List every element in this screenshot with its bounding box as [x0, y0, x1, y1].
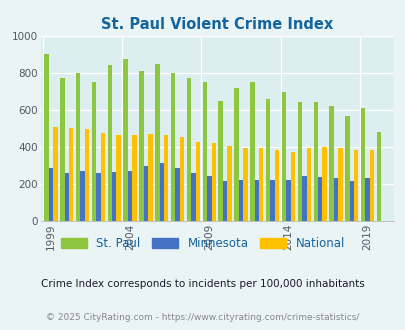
Bar — [116, 135, 121, 221]
Bar — [44, 54, 49, 221]
Bar — [202, 82, 207, 221]
Bar — [186, 78, 191, 221]
Bar — [191, 173, 195, 221]
Bar — [313, 102, 317, 221]
Bar — [139, 71, 143, 221]
Title: St. Paul Violent Crime Index: St. Paul Violent Crime Index — [101, 17, 333, 32]
Bar — [64, 173, 69, 221]
Bar — [306, 148, 310, 221]
Bar — [227, 146, 231, 221]
Bar — [328, 106, 333, 221]
Bar — [249, 82, 254, 221]
Bar — [143, 166, 148, 221]
Bar — [195, 142, 200, 221]
Bar — [274, 150, 279, 221]
Bar — [238, 180, 243, 221]
Text: Crime Index corresponds to incidents per 100,000 inhabitants: Crime Index corresponds to incidents per… — [41, 279, 364, 289]
Bar — [234, 88, 238, 221]
Bar — [290, 152, 294, 221]
Bar — [207, 176, 211, 221]
Bar — [243, 148, 247, 221]
Bar — [171, 73, 175, 221]
Bar — [53, 127, 58, 221]
Bar — [369, 150, 373, 221]
Bar — [175, 168, 179, 221]
Bar — [164, 135, 168, 221]
Bar — [80, 171, 85, 221]
Bar — [60, 78, 64, 221]
Bar — [258, 148, 263, 221]
Bar — [254, 180, 258, 221]
Bar — [100, 133, 105, 221]
Bar — [349, 182, 353, 221]
Bar — [281, 92, 286, 221]
Legend: St. Paul, Minnesota, National: St. Paul, Minnesota, National — [61, 237, 344, 250]
Bar — [128, 171, 132, 221]
Bar — [132, 135, 136, 221]
Bar — [112, 172, 116, 221]
Bar — [317, 177, 322, 221]
Bar — [179, 137, 184, 221]
Bar — [159, 163, 164, 221]
Bar — [123, 59, 128, 221]
Bar — [265, 99, 270, 221]
Bar — [76, 73, 80, 221]
Bar — [337, 148, 342, 221]
Bar — [353, 150, 358, 221]
Bar — [107, 65, 112, 221]
Bar — [360, 108, 364, 221]
Text: © 2025 CityRating.com - https://www.cityrating.com/crime-statistics/: © 2025 CityRating.com - https://www.city… — [46, 313, 359, 322]
Bar — [92, 82, 96, 221]
Bar — [270, 181, 274, 221]
Bar — [85, 129, 89, 221]
Bar — [286, 180, 290, 221]
Bar — [376, 132, 380, 221]
Bar — [344, 116, 349, 221]
Bar — [155, 64, 159, 221]
Bar — [49, 168, 53, 221]
Bar — [322, 147, 326, 221]
Bar — [301, 176, 306, 221]
Bar — [148, 134, 152, 221]
Bar — [69, 128, 73, 221]
Bar — [364, 178, 369, 221]
Bar — [218, 101, 222, 221]
Bar — [333, 178, 337, 221]
Bar — [297, 102, 301, 221]
Bar — [211, 143, 215, 221]
Bar — [222, 182, 227, 221]
Bar — [96, 173, 100, 221]
